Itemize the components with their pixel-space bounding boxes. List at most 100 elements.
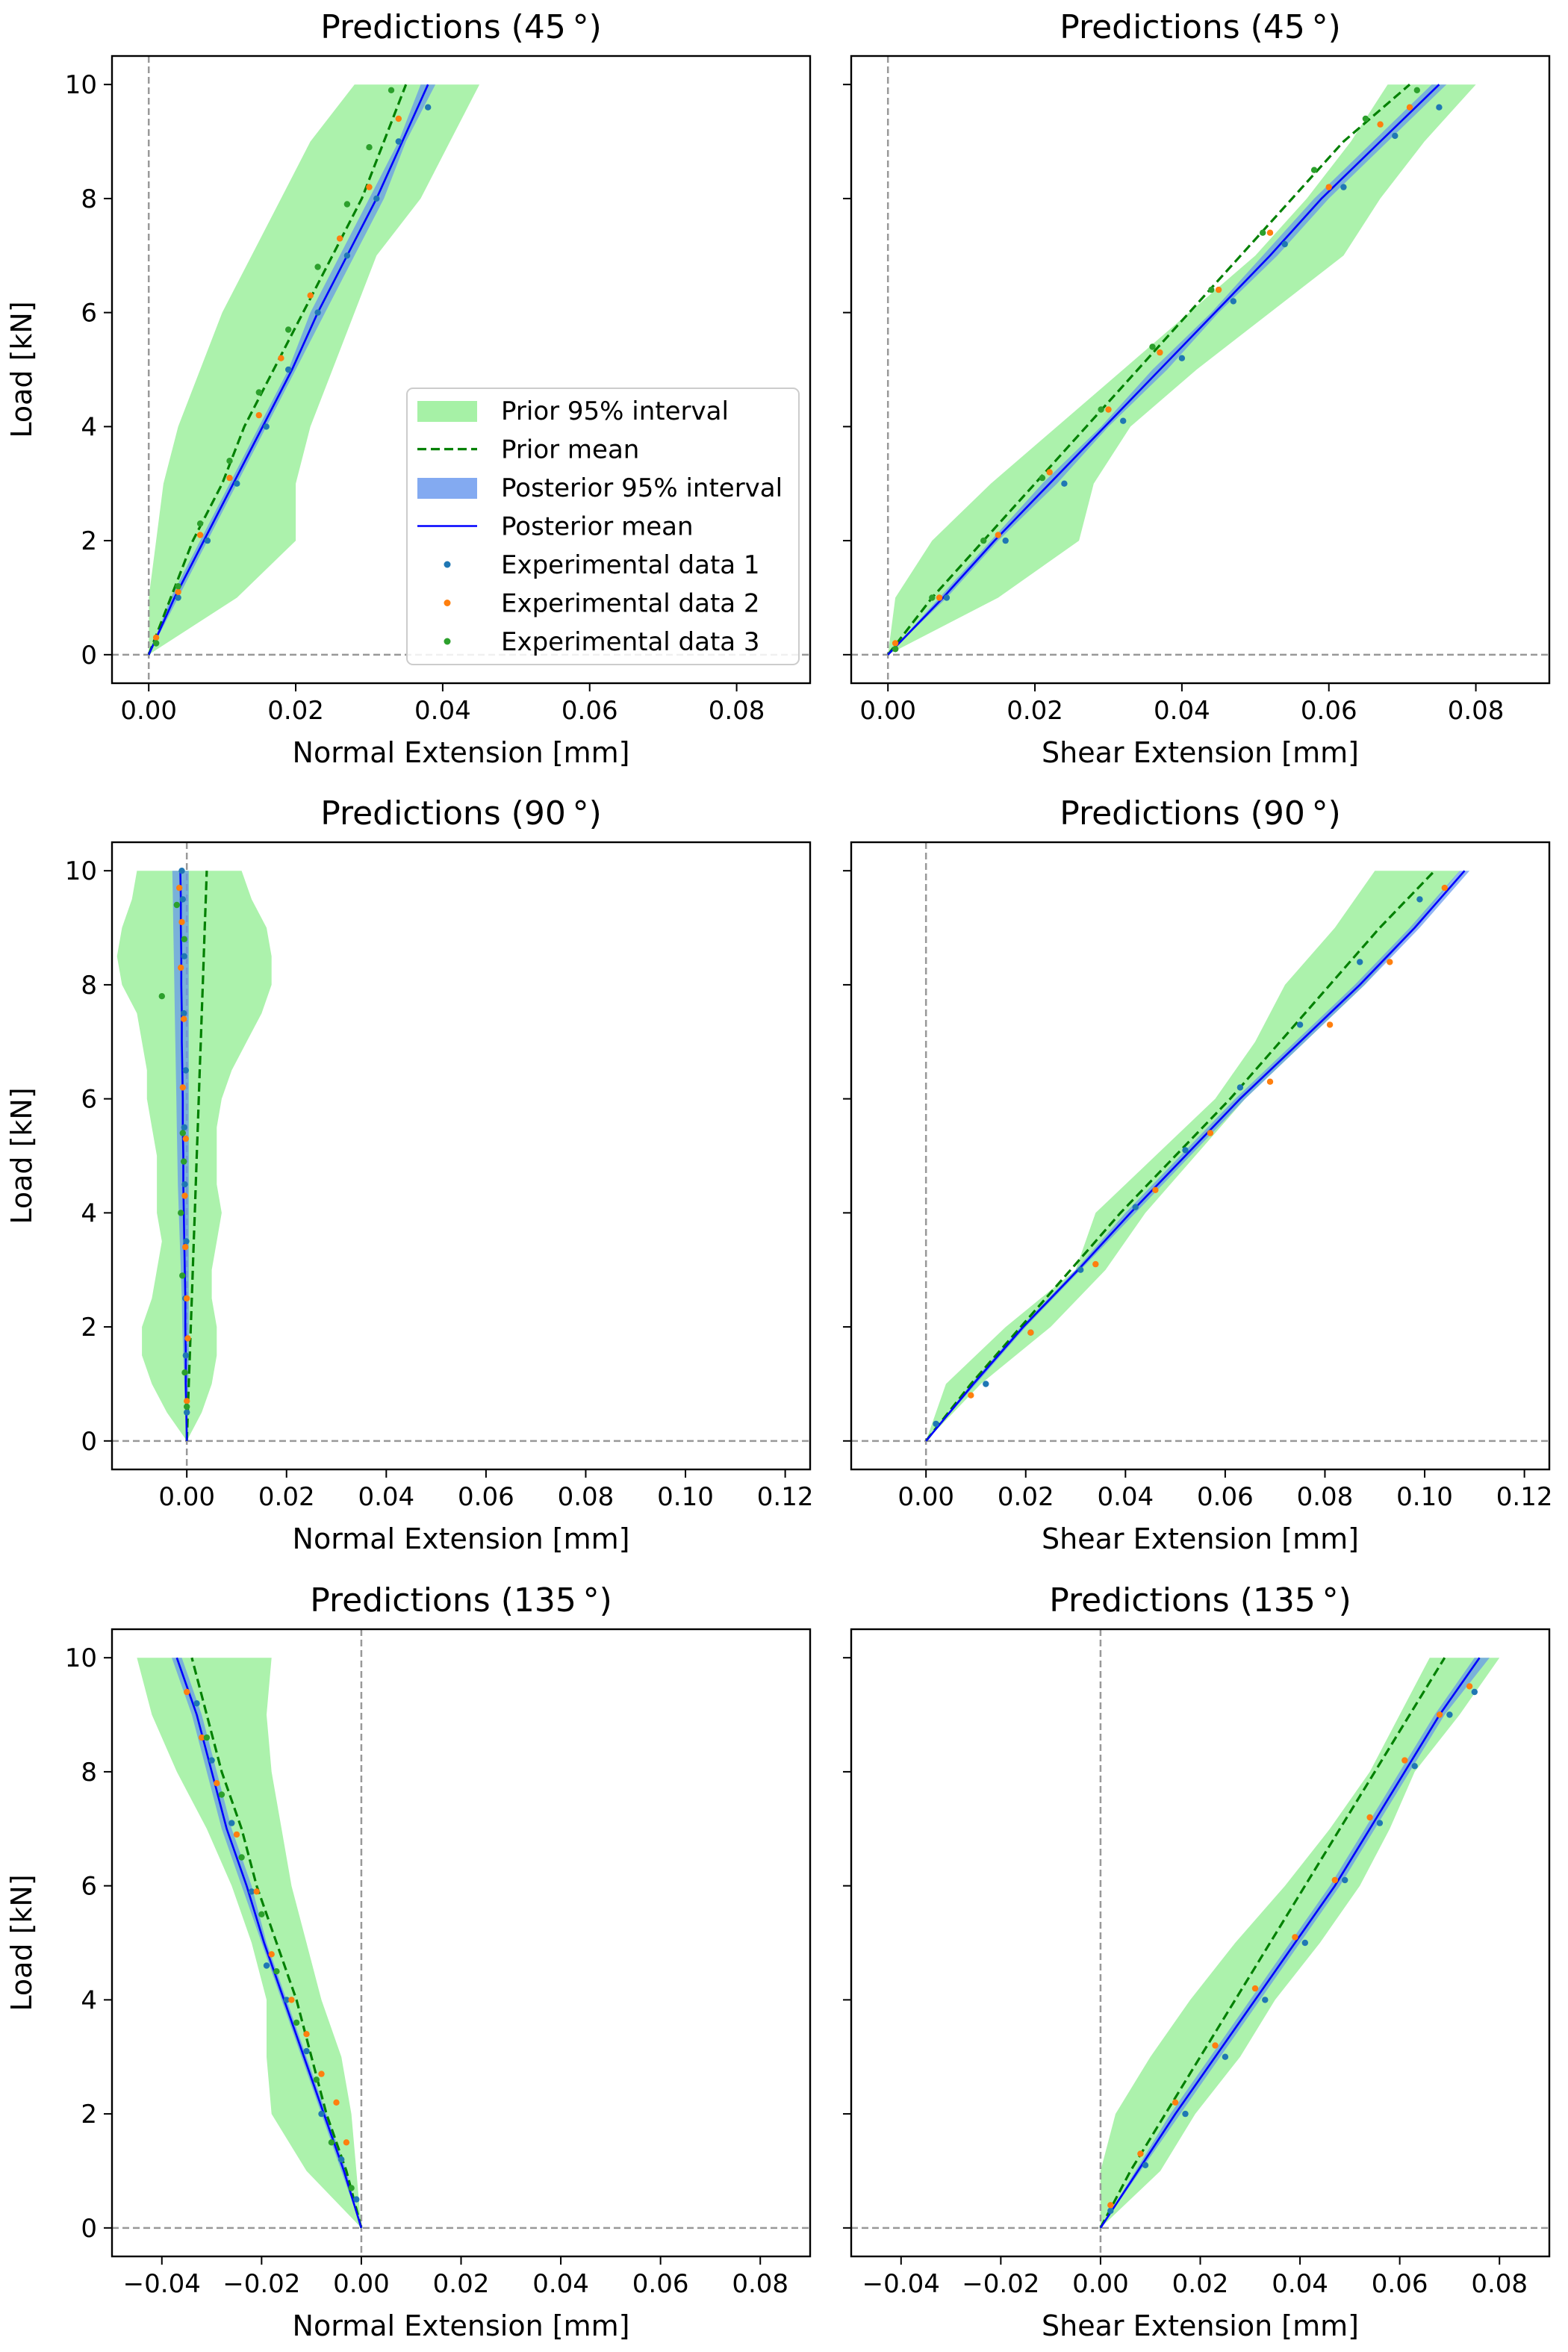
x-tick-label: 0.10 (1396, 1482, 1453, 1512)
experimental-point-1 (208, 1757, 215, 1764)
experimental-point-2 (1215, 286, 1222, 293)
experimental-point-1 (318, 2110, 325, 2118)
y-tick-label: 6 (81, 1085, 97, 1115)
experimental-point-2 (366, 184, 373, 190)
x-tick-label: 0.06 (1197, 1482, 1254, 1512)
x-tick-label: 0.08 (1297, 1482, 1354, 1512)
y-tick-label: 0 (81, 1427, 97, 1457)
experimental-point-2 (288, 1997, 295, 2003)
experimental-point-3 (980, 537, 987, 544)
y-tick-label: 6 (81, 299, 97, 329)
experimental-point-1 (1340, 184, 1347, 190)
experimental-point-2 (1157, 349, 1163, 356)
experimental-point-3 (203, 1734, 211, 1741)
experimental-point-3 (218, 1791, 225, 1798)
experimental-point-2 (1436, 1711, 1443, 1718)
experimental-point-2 (303, 2031, 310, 2038)
experimental-point-3 (258, 1911, 265, 1917)
experimental-point-3 (1310, 167, 1318, 173)
experimental-point-3 (179, 1130, 186, 1136)
experimental-point-2 (1212, 2042, 1219, 2049)
panel-6: −0.04 −0.02 0.00 0.02 0.04 0.06 0.08 Prediction… (843, 1581, 1551, 2342)
experimental-point-1 (181, 1124, 187, 1131)
x-axis-label: Normal Extension [mm] (293, 1522, 630, 1555)
panel-title: Predictions (135 °) (310, 1581, 612, 1620)
legend: Prior 95% interval Prior mean Posterior 95… (406, 388, 800, 665)
y-tick-label: 10 (65, 70, 97, 100)
experimental-point-3 (181, 1158, 187, 1165)
posterior-mean-line (148, 84, 429, 656)
prior-mean-line (924, 870, 1436, 1442)
experimental-point-1 (1281, 240, 1288, 248)
experimental-point-1 (1342, 1876, 1348, 1884)
y-tick-label: 8 (81, 184, 97, 214)
prior-mean-line (1099, 1657, 1446, 2229)
experimental-point-1 (1077, 1266, 1084, 1273)
experimental-point-1 (1002, 537, 1009, 544)
experimental-point-3 (179, 1272, 186, 1279)
experimental-point-2 (181, 1015, 187, 1022)
experimental-point-1 (178, 868, 185, 874)
y-tick-label: 6 (81, 1872, 97, 1902)
experimental-point-2 (1266, 229, 1274, 236)
experimental-point-1 (1357, 959, 1363, 965)
panel-5: −0.04 −0.02 0.00 0.02 0.04 0.06 0.08 0 2 4 6 8 10 Pre… (5, 1581, 812, 2342)
experimental-point-2 (226, 474, 233, 482)
y-axis-label: Load [kN] (5, 301, 38, 438)
experimental-point-2 (1105, 406, 1112, 413)
experimental-point-3 (293, 2019, 300, 2026)
x-tick-label: 0.08 (709, 696, 765, 726)
y-axis-label: Load [kN] (5, 1874, 38, 2011)
prior-mean-line (185, 871, 208, 1441)
x-tick-label: 0.00 (333, 2269, 390, 2299)
experimental-point-1 (314, 309, 321, 316)
x-tick-label: 0.12 (1496, 1482, 1553, 1512)
experimental-point-1 (1230, 298, 1237, 305)
experimental-point-2 (1441, 884, 1449, 892)
experimental-point-1 (1411, 1763, 1418, 1770)
x-tick-label: −0.04 (123, 2269, 201, 2299)
experimental-point-2 (152, 634, 160, 641)
panel-title: Predictions (90 °) (1060, 794, 1341, 833)
experimental-point-1 (181, 1009, 187, 1017)
x-tick-label: 0.02 (998, 1482, 1054, 1512)
legend-label-exp3: Experimental data 3 (501, 627, 760, 657)
plot-area (851, 56, 1549, 683)
experimental-point-2 (178, 918, 185, 926)
experimental-point-3 (181, 1369, 188, 1376)
y-tick-label: 4 (81, 1198, 97, 1228)
posterior-interval-band (888, 84, 1447, 655)
panel-2: 0.00 0.02 0.04 0.06 0.08 Predictions (45 °) Sh… (843, 8, 1551, 769)
experimental-point-2 (175, 588, 181, 595)
experimental-point-1 (353, 2196, 360, 2203)
experimental-point-3 (1208, 286, 1215, 293)
legend-label-exp2: Experimental data 2 (501, 589, 760, 619)
experimental-point-3 (328, 2139, 335, 2146)
x-tick-label: 0.08 (732, 2269, 788, 2299)
legend-swatch-prior_interval (417, 401, 477, 422)
experimental-point-1 (303, 2047, 310, 2055)
x-tick-label: 0.00 (158, 1482, 215, 1512)
experimental-point-2 (1046, 469, 1053, 476)
experimental-point-2 (233, 1831, 240, 1838)
prior-interval-band (137, 1658, 361, 2228)
experimental-point-2 (1266, 1078, 1274, 1085)
y-tick-label: 10 (65, 1643, 97, 1673)
posterior-interval-band (926, 871, 1470, 1441)
prior-mean-line (190, 1657, 363, 2229)
x-tick-label: 0.02 (1007, 696, 1063, 726)
posterior-mean-line (925, 870, 1466, 1442)
experimental-point-1 (1061, 480, 1068, 487)
experimental-point-2 (1326, 1021, 1334, 1028)
y-tick-label: 4 (81, 1985, 97, 2015)
experimental-point-2 (184, 1335, 191, 1342)
x-tick-label: −0.04 (862, 2269, 940, 2299)
experimental-point-2 (178, 964, 184, 971)
panel-title: Predictions (45 °) (1060, 8, 1341, 46)
experimental-point-1 (1182, 1147, 1189, 1154)
experimental-point-1 (1182, 2110, 1189, 2118)
axes-frame (850, 55, 1551, 685)
experimental-point-3 (1098, 406, 1104, 413)
experimental-point-2 (1251, 1985, 1259, 1992)
experimental-point-1 (1120, 417, 1127, 424)
